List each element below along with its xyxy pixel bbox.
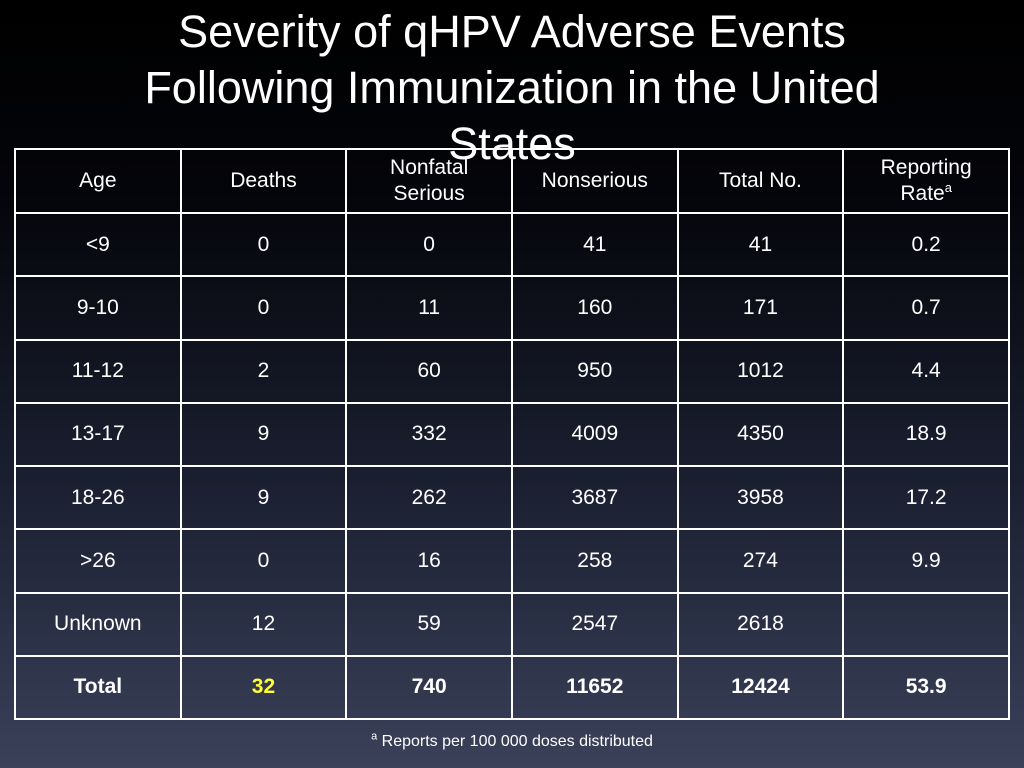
cell-total-no: 4350 <box>676 401 845 468</box>
cell-age: 9-10 <box>14 275 182 341</box>
cell-nonfatal-serious: 16 <box>345 528 513 594</box>
header-age-label: Age <box>79 169 117 192</box>
cell-nonfatal-serious: 0 <box>345 211 513 278</box>
cell-total-no: 3958 <box>676 464 845 531</box>
cell-deaths: 9 <box>179 401 348 468</box>
cell-total-no: 1012 <box>676 338 845 404</box>
cell-reporting-rate: 0.7 <box>842 275 1010 341</box>
title-line-2: Following Immunization in the United <box>144 62 880 113</box>
total-reporting-rate: 53.9 <box>842 654 1010 721</box>
footnote-marker: a <box>371 730 378 743</box>
total-row: Total 32 740 11652 12424 53.9 <box>14 654 1010 721</box>
header-nonfatal-serious-line-2: Serious <box>393 182 465 205</box>
cell-nonserious: 3687 <box>510 464 679 531</box>
cell-deaths: 9 <box>179 464 348 531</box>
header-reporting-rate-line-2: Rate <box>900 182 945 205</box>
cell-nonserious: 950 <box>510 338 679 404</box>
footnote: a Reports per 100 000 doses distributed <box>0 730 1024 751</box>
cell-total-no: 41 <box>676 211 845 278</box>
cell-total-no: 171 <box>676 275 845 341</box>
cell-age: Unknown <box>14 591 182 657</box>
table-row: 18-26 9 262 3687 3958 17.2 <box>14 464 1010 531</box>
cell-nonserious: 4009 <box>510 401 679 468</box>
header-nonfatal-serious-line-1: Nonfatal <box>390 156 469 179</box>
cell-deaths: 0 <box>179 275 348 341</box>
cell-nonserious: 160 <box>510 275 679 341</box>
table-row: >26 0 16 258 274 9.9 <box>14 528 1010 594</box>
cell-nonfatal-serious: 11 <box>345 275 513 341</box>
table-row: Unknown 12 59 2547 2618 <box>14 591 1010 657</box>
cell-nonserious: 41 <box>510 211 679 278</box>
total-deaths: 32 <box>179 654 348 721</box>
cell-deaths: 0 <box>179 528 348 594</box>
table-row: 11-12 2 60 950 1012 4.4 <box>14 338 1010 404</box>
header-row: Age Deaths Nonfatal Serious Nonserious To… <box>14 148 1010 214</box>
cell-age: >26 <box>14 528 182 594</box>
cell-nonserious: 258 <box>510 528 679 594</box>
cell-age: 18-26 <box>14 464 182 531</box>
header-age: Age <box>14 148 182 214</box>
cell-total-no: 2618 <box>676 591 845 657</box>
title-line-1: Severity of qHPV Adverse Events <box>178 6 846 57</box>
cell-deaths: 12 <box>179 591 348 657</box>
cell-deaths: 0 <box>179 211 348 278</box>
header-nonfatal-serious: Nonfatal Serious <box>345 148 513 214</box>
header-nonserious-label: Nonserious <box>541 169 648 192</box>
table-body: <9 0 0 41 41 0.2 9-10 0 11 160 171 0.7 11-12 2 60 950 10… <box>14 211 1010 721</box>
total-total-no: 12424 <box>676 654 845 721</box>
total-age: Total <box>14 654 182 721</box>
cell-reporting-rate: 17.2 <box>842 464 1010 531</box>
cell-nonfatal-serious: 59 <box>345 591 513 657</box>
cell-deaths: 2 <box>179 338 348 404</box>
slide-title: Severity of qHPV Adverse Events Followin… <box>0 4 1024 172</box>
header-total-no-label: Total No. <box>719 169 802 192</box>
cell-reporting-rate <box>842 591 1010 657</box>
header-deaths-label: Deaths <box>230 169 297 192</box>
cell-nonfatal-serious: 60 <box>345 338 513 404</box>
cell-reporting-rate: 9.9 <box>842 528 1010 594</box>
total-nonfatal-serious: 740 <box>345 654 513 721</box>
table-row: 13-17 9 332 4009 4350 18.9 <box>14 401 1010 468</box>
total-nonserious: 11652 <box>510 654 679 721</box>
cell-age: <9 <box>14 211 182 278</box>
cell-nonserious: 2547 <box>510 591 679 657</box>
cell-reporting-rate: 4.4 <box>842 338 1010 404</box>
header-nonserious: Nonserious <box>510 148 679 214</box>
cell-nonfatal-serious: 262 <box>345 464 513 531</box>
cell-age: 13-17 <box>14 401 182 468</box>
cell-age: 11-12 <box>14 338 182 404</box>
header-reporting-rate-line-1: Reporting <box>880 156 972 179</box>
adverse-events-table: Age Deaths Nonfatal Serious Nonserious To… <box>14 148 1010 721</box>
cell-nonfatal-serious: 332 <box>345 401 513 468</box>
cell-reporting-rate: 0.2 <box>842 211 1010 278</box>
cell-reporting-rate: 18.9 <box>842 401 1010 468</box>
table-row: 9-10 0 11 160 171 0.7 <box>14 275 1010 341</box>
header-deaths: Deaths <box>179 148 348 214</box>
table-row: <9 0 0 41 41 0.2 <box>14 211 1010 278</box>
footnote-text: Reports per 100 000 doses distributed <box>381 733 653 750</box>
header-reporting-rate-sup: a <box>944 180 952 195</box>
header-total-no: Total No. <box>676 148 845 214</box>
header-reporting-rate: Reporting Ratea <box>842 148 1010 214</box>
cell-total-no: 274 <box>676 528 845 594</box>
